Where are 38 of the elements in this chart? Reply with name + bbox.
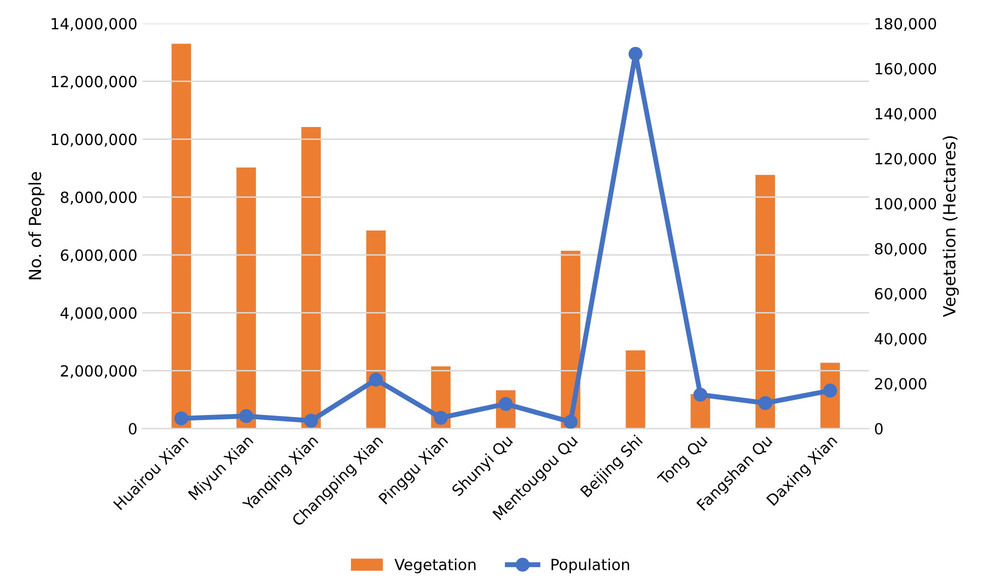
y-tick-label: 8,000,000 bbox=[60, 192, 137, 205]
bar bbox=[172, 44, 192, 429]
point bbox=[758, 396, 772, 410]
legend-label: Population bbox=[552, 558, 630, 574]
y-tick-label: 14,000,000 bbox=[52, 18, 137, 32]
point bbox=[693, 388, 708, 402]
bar bbox=[301, 126, 321, 429]
y2-tick-label: 40,000 bbox=[874, 332, 926, 346]
bar bbox=[626, 350, 646, 429]
point bbox=[239, 409, 254, 424]
y-tick-label: 4,000,000 bbox=[60, 307, 137, 320]
y2-tick-label: 180,000 bbox=[876, 18, 936, 32]
bar bbox=[756, 174, 775, 429]
point bbox=[628, 46, 642, 61]
point bbox=[564, 414, 578, 429]
y2-tick-label: 80,000 bbox=[874, 242, 926, 256]
point bbox=[304, 414, 318, 428]
y-tick-label: 6,000,000 bbox=[60, 249, 137, 263]
point bbox=[434, 410, 448, 425]
point bbox=[174, 411, 188, 426]
y2-tick-label: 60,000 bbox=[875, 288, 926, 302]
point bbox=[823, 384, 838, 398]
y-tick-label: 12,000,000 bbox=[52, 76, 137, 89]
bar bbox=[236, 167, 256, 429]
y-axis-title: No. of People bbox=[28, 172, 44, 280]
legend-label: Vegetation bbox=[394, 558, 476, 574]
y2-tick-label: 120,000 bbox=[876, 152, 936, 166]
y2-tick-label: 160,000 bbox=[876, 62, 936, 76]
bar bbox=[366, 230, 386, 429]
y2-tick-label: 0 bbox=[874, 422, 883, 435]
y2-axis-title: Vegetation (Hectares) bbox=[942, 136, 959, 318]
y2-tick-label: 100,000 bbox=[876, 198, 936, 212]
y-tick-label: 0 bbox=[128, 422, 137, 435]
y2-tick-label: 20,000 bbox=[875, 378, 926, 392]
point bbox=[369, 372, 383, 387]
y2-tick-label: 140,000 bbox=[876, 108, 936, 122]
y-tick-label: 10,000,000 bbox=[52, 134, 137, 147]
y-tick-label: 2,000,000 bbox=[60, 365, 137, 378]
